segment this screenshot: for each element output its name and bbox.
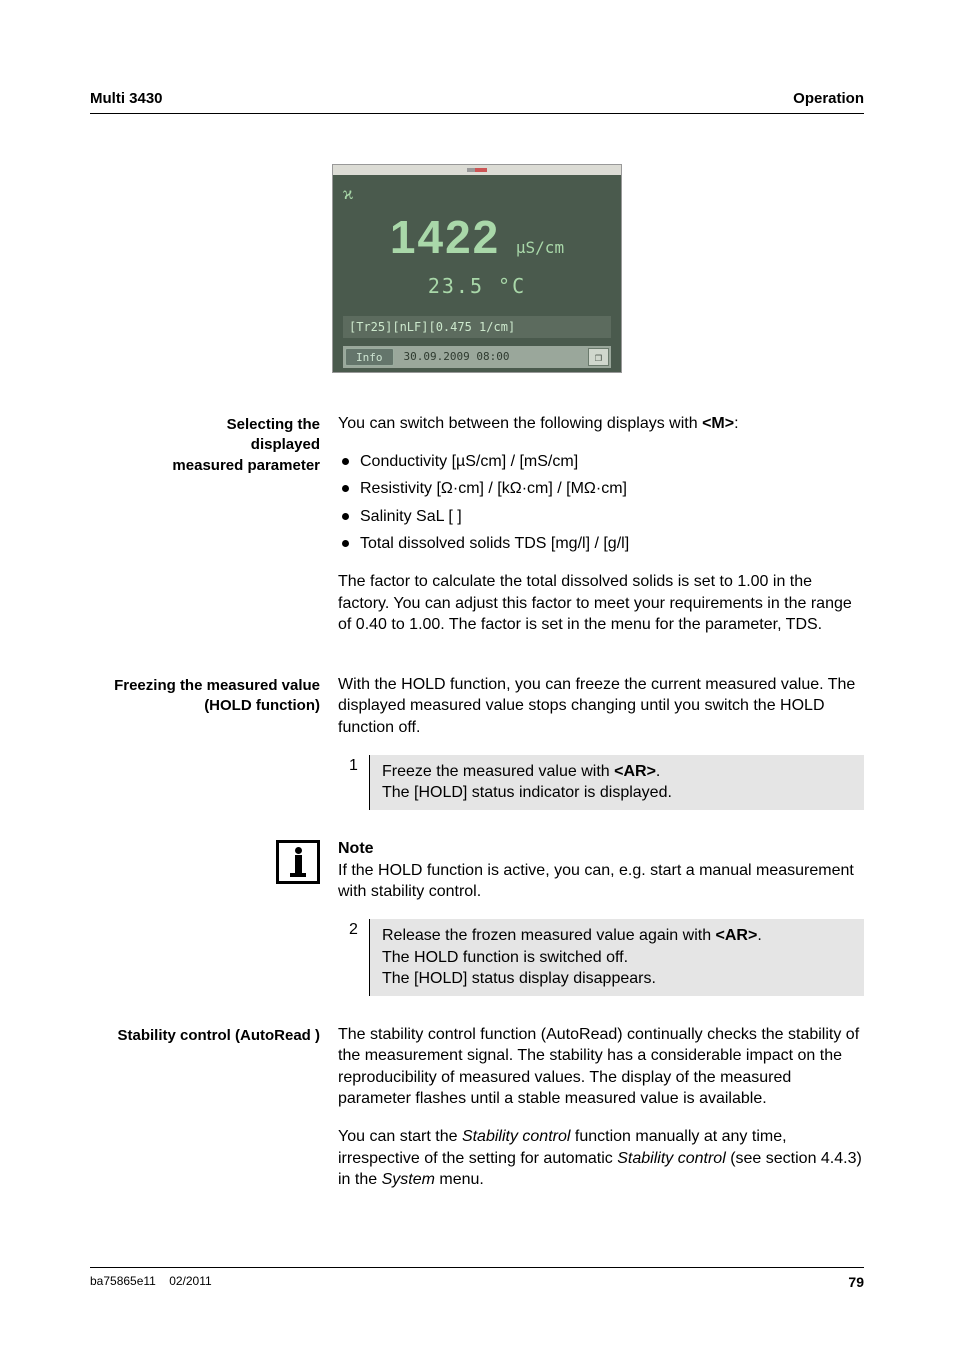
measurement-symbol: ϰ — [343, 183, 611, 204]
device-display: ϰ 1422 µS/cm 23.5 °C [Tr25][nLF][0.475 1… — [332, 164, 622, 373]
header-right: Operation — [793, 90, 864, 107]
note-body: If the HOLD function is active, you can,… — [338, 860, 864, 903]
selecting-heading: Selecting thedisplayedmeasured parameter — [90, 413, 320, 652]
footer-left: ba75865e11 02/2011 — [90, 1274, 212, 1290]
step-text: Freeze the measured value with <AR>. The… — [370, 755, 864, 810]
info-button[interactable]: Info — [345, 348, 394, 366]
header-left: Multi 3430 — [90, 90, 163, 107]
tds-factor-paragraph: The factor to calculate the total dissol… — [338, 571, 864, 636]
measurement-params: [Tr25][nLF][0.475 1/cm] — [343, 316, 611, 338]
list-item: Total dissolved solids TDS [mg/l] / [g/l… — [338, 533, 864, 555]
freezing-heading: Freezing the measured value (HOLD functi… — [90, 674, 320, 818]
temperature-value: 23.5 °C — [343, 274, 611, 298]
measurement-value: 1422 — [390, 211, 500, 263]
freezing-paragraph: With the HOLD function, you can freeze t… — [338, 674, 864, 739]
note-title: Note — [338, 840, 864, 858]
measurement-unit: µS/cm — [516, 238, 564, 257]
step-number: 1 — [338, 755, 370, 810]
list-item: Salinity SaL [ ] — [338, 506, 864, 528]
copy-icon: ❐ — [588, 348, 609, 366]
selecting-intro: You can switch between the following dis… — [338, 413, 864, 435]
device-lcd: ϰ 1422 µS/cm 23.5 °C [Tr25][nLF][0.475 1… — [333, 175, 621, 372]
info-icon — [90, 840, 320, 1004]
step-text: Release the frozen measured value again … — [370, 919, 864, 996]
list-item: Resistivity [Ω·cm] / [kΩ·cm] / [MΩ·cm] — [338, 478, 864, 500]
stability-heading: Stability control (AutoRead ) — [90, 1024, 320, 1207]
step-number: 2 — [338, 919, 370, 996]
step-1: 1 Freeze the measured value with <AR>. T… — [338, 755, 864, 810]
datetime-label: 30.09.2009 08:00 — [396, 346, 586, 368]
page-number: 79 — [848, 1274, 864, 1290]
stability-paragraph-1: The stability control function (AutoRead… — [338, 1024, 864, 1110]
stability-paragraph-2: You can start the Stability control func… — [338, 1126, 864, 1191]
display-options-list: Conductivity [µS/cm] / [mS/cm] Resistivi… — [338, 451, 864, 555]
list-item: Conductivity [µS/cm] / [mS/cm] — [338, 451, 864, 473]
device-bezel — [333, 165, 621, 175]
step-2: 2 Release the frozen measured value agai… — [338, 919, 864, 996]
